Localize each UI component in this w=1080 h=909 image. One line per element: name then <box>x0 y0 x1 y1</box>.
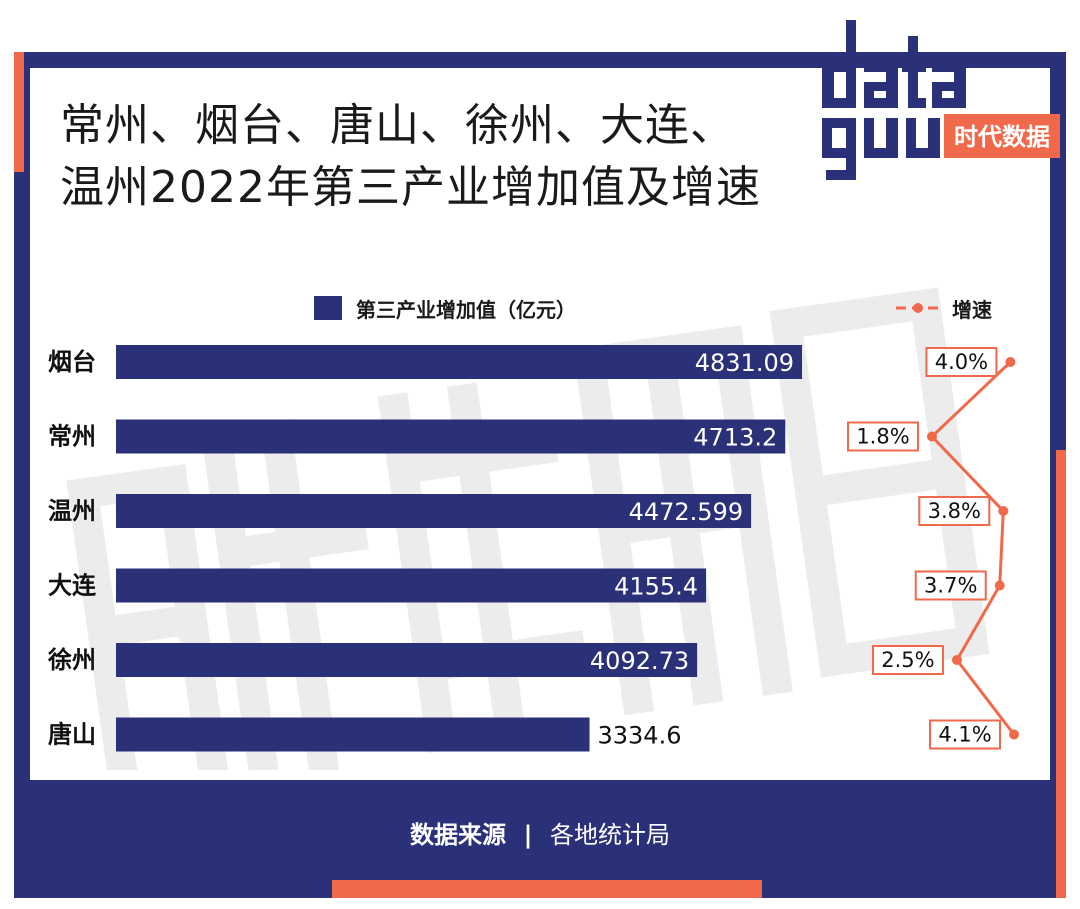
source-label: 数据来源 <box>409 821 506 849</box>
growth-label-box <box>914 570 987 601</box>
legend-line-swatch <box>896 303 940 313</box>
growth-value-label: 4.1% <box>938 723 991 747</box>
growth-value-label: 4.0% <box>935 350 988 374</box>
category-label: 温州 <box>48 497 96 525</box>
bar-value-label: 4472.599 <box>629 498 744 526</box>
growth-label-box <box>847 421 919 452</box>
growth-point <box>927 431 937 442</box>
growth-value-label: 3.7% <box>924 574 977 598</box>
growth-label-box <box>925 347 998 377</box>
legend-line-label: 增速 <box>952 297 992 322</box>
bar <box>116 717 590 752</box>
growth-label-box <box>918 496 991 526</box>
chart-title: 常州、烟台、唐山、徐州、大连、 温州2022年第三产业增加值及增速 <box>60 95 820 219</box>
legend-swatch-bar <box>314 296 342 320</box>
title-line-2: 温州2022年第三产业增加值及增速 <box>60 162 761 213</box>
growth-line <box>929 360 1016 736</box>
legend-bar-series: 第三产业增加值（亿元） <box>314 294 576 322</box>
growth-label-box <box>929 719 1001 750</box>
bar-value-label: 4713.2 <box>693 424 777 452</box>
growth-value-label: 1.8% <box>856 425 909 449</box>
bar <box>116 494 752 528</box>
growth-point <box>1005 357 1016 367</box>
source-footer: 数据来源 | 各地统计局 <box>0 815 1080 850</box>
growth-point <box>951 655 962 665</box>
bar-value-label: 4155.4 <box>614 573 698 601</box>
legend-bar-label: 第三产业增加值（亿元） <box>356 297 576 322</box>
category-label: 常州 <box>48 423 96 451</box>
bar-value-label: 3334.6 <box>598 722 682 750</box>
right-accent-bar <box>1056 450 1066 898</box>
growth-point <box>994 580 1005 591</box>
category-label: 大连 <box>48 572 97 600</box>
growth-label-box <box>871 645 944 675</box>
bottom-accent-bar <box>332 880 762 898</box>
brand-logo: 时代数据 <box>822 20 1060 180</box>
bar <box>116 419 786 454</box>
growth-value-label: 2.5% <box>881 648 934 672</box>
bar-value-label: 4831.09 <box>695 349 794 377</box>
source-separator: | <box>523 821 533 849</box>
left-accent-bar <box>14 52 24 172</box>
category-label: 烟台 <box>48 348 96 376</box>
bar-value-label: 4092.73 <box>590 647 689 675</box>
source-text: 各地统计局 <box>550 821 671 849</box>
category-label: 徐州 <box>47 646 96 674</box>
bar <box>116 345 803 379</box>
growth-value-label: 3.8% <box>928 499 981 523</box>
category-label: 唐山 <box>48 721 96 749</box>
growth-point <box>1009 729 1019 740</box>
bar <box>116 643 698 677</box>
legend-line-series: 增速 <box>894 294 992 322</box>
growth-point <box>998 506 1009 516</box>
title-line-1: 常州、烟台、唐山、徐州、大连、 <box>60 100 735 151</box>
bar <box>116 568 707 603</box>
brand-cn-name: 时代数据 <box>954 123 1050 151</box>
